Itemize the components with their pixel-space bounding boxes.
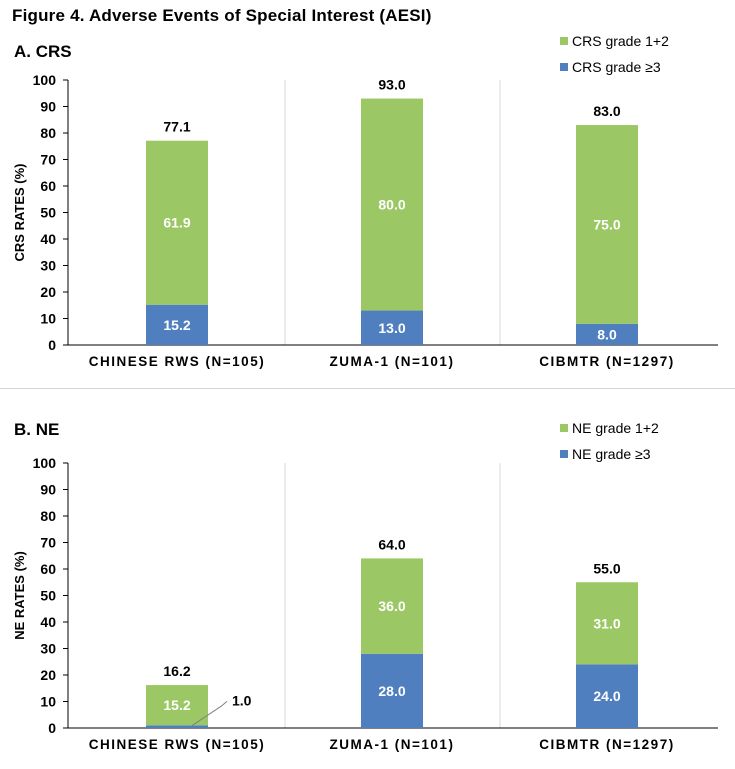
chart-panel-ne: B. NE NE grade 1+2 NE grade ≥3 0 10 20 30 40…: [0, 398, 735, 769]
x-category-label: ZUMA-1 (N=101): [330, 354, 455, 369]
y-tick-label: 70: [40, 535, 56, 551]
data-label-ne-grade-3: 1.0: [232, 692, 252, 708]
panel-title-crs: A. CRS: [14, 42, 72, 61]
callout-leader-line: [190, 700, 228, 727]
legend-label-crs-grade-1-2: CRS grade 1+2: [572, 33, 669, 49]
y-tick-label: 60: [40, 178, 56, 194]
figure-title: Figure 4. Adverse Events of Special Inte…: [12, 6, 432, 25]
bar-crs-grade-1-2: [576, 125, 638, 324]
legend-item-ne-grade-1-2: NE grade 1+2: [560, 420, 659, 436]
y-tick-label: 80: [40, 125, 56, 141]
y-tick-label: 70: [40, 152, 56, 168]
bar-crs-grade-1-2: [361, 98, 423, 311]
y-tick-label: 90: [40, 482, 56, 498]
y-axis-label: NE RATES (%): [12, 551, 27, 640]
bar-ne-grade-3: [576, 664, 638, 728]
data-label-ne-grade-1-2: 15.2: [163, 697, 190, 713]
bar-ne-grade-1-2: [576, 582, 638, 665]
data-label-crs-grade-3: 8.0: [597, 326, 617, 342]
y-tick-label: 30: [40, 641, 56, 657]
legend-item-crs-grade-1-2: CRS grade 1+2: [560, 33, 669, 49]
y-tick-label: 50: [40, 588, 56, 604]
data-label-ne-grade-1-2: 36.0: [378, 598, 405, 614]
legend-swatch-crs-grade-3: [560, 63, 568, 71]
data-label-crs-total: 93.0: [378, 77, 405, 93]
y-tick-label: 100: [33, 72, 57, 88]
bar-ne-grade-1-2: [146, 685, 208, 726]
y-tick-label: 90: [40, 99, 56, 115]
legend-label-crs-grade-3: CRS grade ≥3: [572, 59, 661, 75]
bar-ne-grade-3: [361, 653, 423, 728]
bar-crs-grade-3: [146, 304, 208, 345]
legend-item-ne-grade-3: NE grade ≥3: [560, 446, 651, 462]
y-tick-label: 80: [40, 508, 56, 524]
y-tick-label: 20: [40, 284, 56, 300]
legend-swatch-ne-grade-3: [560, 450, 568, 458]
legend-label-ne-grade-1-2: NE grade 1+2: [572, 420, 659, 436]
chart-panel-crs: A. CRS CRS grade 1+2 CRS grade ≥3 0 10 20 3…: [0, 0, 735, 382]
legend-swatch-crs-grade-1-2: [560, 37, 568, 45]
data-label-ne-grade-1-2: 31.0: [593, 615, 620, 631]
bar-crs-grade-3: [361, 310, 423, 345]
chart-svg-ne: 0 10 20 30 40 50 60 70 80 90 100 NE RATES (%) 1.0 15.…: [12, 455, 718, 752]
y-tick-label: 30: [40, 258, 56, 274]
data-label-ne-total: 16.2: [163, 663, 190, 679]
data-label-ne-grade-3: 28.0: [378, 683, 405, 699]
x-category-label: CHINESE RWS (N=105): [89, 737, 265, 752]
bar-crs-grade-1-2: [146, 140, 208, 305]
y-tick-label: 0: [48, 720, 56, 736]
x-category-label: ZUMA-1 (N=101): [330, 737, 455, 752]
y-tick-label: 100: [33, 455, 57, 471]
panel-separator: [0, 388, 735, 389]
x-category-label: CIBMTR (N=1297): [539, 354, 674, 369]
data-label-crs-total: 77.1: [163, 119, 190, 135]
legend-swatch-ne-grade-1-2: [560, 424, 568, 432]
legend-item-crs-grade-3: CRS grade ≥3: [560, 59, 661, 75]
bar-crs-grade-3: [576, 323, 638, 345]
y-tick-label: 0: [48, 337, 56, 353]
data-label-crs-grade-3: 13.0: [378, 320, 405, 336]
y-tick-label: 20: [40, 667, 56, 683]
data-label-ne-total: 55.0: [593, 560, 620, 576]
bar-ne-grade-1-2: [361, 558, 423, 654]
y-axis-label: CRS RATES (%): [12, 164, 27, 262]
y-tick-label: 40: [40, 231, 56, 247]
data-label-ne-total: 64.0: [378, 536, 405, 552]
x-category-label: CIBMTR (N=1297): [539, 737, 674, 752]
bar-ne-grade-3: [146, 725, 208, 728]
data-label-ne-grade-3: 24.0: [593, 688, 620, 704]
x-category-label: CHINESE RWS (N=105): [89, 354, 265, 369]
data-label-crs-grade-1-2: 61.9: [163, 215, 190, 231]
data-label-crs-grade-3: 15.2: [163, 317, 190, 333]
y-tick-label: 60: [40, 561, 56, 577]
data-label-crs-grade-1-2: 80.0: [378, 197, 405, 213]
chart-svg-crs: 0 10 20 30 40 50 60 70 80 90 100 CRS RATES (%) 15.2 6…: [12, 72, 718, 369]
legend-label-ne-grade-3: NE grade ≥3: [572, 446, 651, 462]
y-tick-label: 10: [40, 694, 56, 710]
data-label-crs-total: 83.0: [593, 103, 620, 119]
panel-title-ne: B. NE: [14, 420, 60, 439]
y-tick-label: 50: [40, 205, 56, 221]
data-label-crs-grade-1-2: 75.0: [593, 216, 620, 232]
y-tick-label: 10: [40, 311, 56, 327]
y-tick-label: 40: [40, 614, 56, 630]
